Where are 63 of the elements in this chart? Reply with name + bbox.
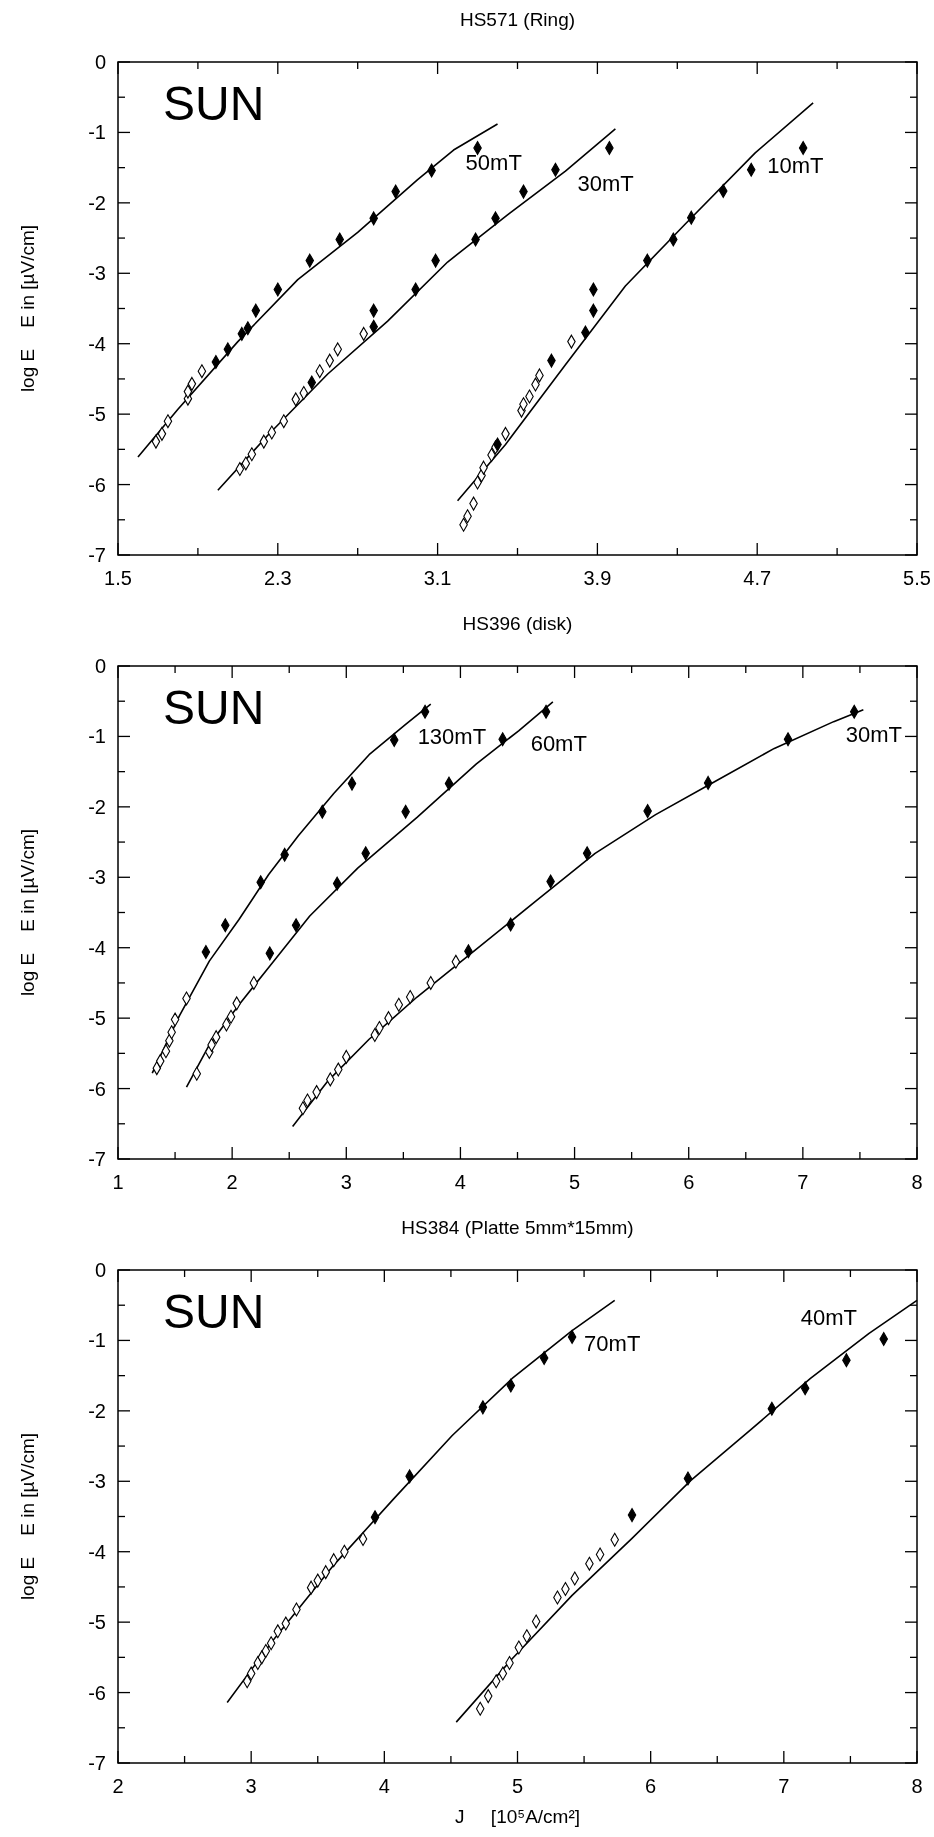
annotation: SUN: [163, 1285, 265, 1338]
x-tick-label: 4: [378, 1775, 390, 1797]
y-tick-label: -7: [88, 544, 106, 566]
x-tick-label: 4: [454, 1171, 466, 1193]
y-tick-label: -7: [88, 1148, 106, 1170]
x-tick-label: 5.5: [903, 567, 931, 589]
y-tick-label: -6: [88, 1681, 106, 1704]
y-tick-label: -5: [88, 1007, 106, 1030]
y-tick-label: -2: [88, 795, 106, 818]
series-label: 130mT: [417, 724, 487, 750]
y-tick-label: -7: [88, 1752, 106, 1774]
annotation: SUN: [163, 77, 265, 130]
y-tick-label: -3: [88, 262, 106, 285]
y-tick-label: 0: [94, 51, 106, 73]
y-tick-label: -3: [88, 866, 106, 889]
x-tick-label: 3.9: [583, 567, 612, 589]
y-tick-label: -1: [88, 1329, 106, 1352]
y-tick-label: -1: [88, 121, 106, 144]
y-tick-label: -2: [88, 1399, 106, 1422]
chart-title: HS396 (disk): [462, 613, 573, 634]
y-tick-label: -4: [88, 332, 106, 355]
chart-title: HS571 (Ring): [459, 9, 576, 30]
series-label: 50mT: [465, 150, 522, 176]
x-tick-label: 2.3: [263, 567, 292, 589]
y-tick-label: -5: [88, 403, 106, 426]
y-tick-label: -2: [88, 191, 106, 214]
x-tick-label: 7: [778, 1775, 790, 1797]
series-label: 30mT: [577, 171, 634, 197]
y-axis-title: log E E in [µV/cm]: [17, 828, 38, 997]
x-tick-label: 5: [511, 1775, 524, 1797]
x-tick-label: 8: [911, 1171, 923, 1193]
series-label: 70mT: [584, 1330, 641, 1356]
x-tick-label: 5: [569, 1171, 581, 1193]
y-axis-title: log E E in [µV/cm]: [17, 1432, 38, 1601]
x-axis-title: J [10⁵A/cm²]: [454, 1806, 581, 1827]
x-tick-label: 1.5: [104, 567, 132, 589]
y-tick-label: -1: [88, 725, 106, 748]
x-tick-label: 7: [797, 1171, 809, 1193]
x-tick-label: 3.1: [423, 567, 452, 589]
x-tick-label: 4.7: [743, 567, 772, 589]
series-label: 60mT: [530, 730, 587, 756]
y-tick-label: -6: [88, 473, 106, 496]
x-tick-label: 6: [645, 1775, 657, 1797]
y-tick-label: 0: [94, 655, 106, 677]
x-tick-label: 2: [226, 1171, 238, 1193]
x-tick-label: 6: [683, 1171, 695, 1193]
series-label: 10mT: [767, 152, 824, 178]
x-tick-label: 1: [112, 1171, 124, 1193]
y-axis-title: log E E in [µV/cm]: [17, 224, 38, 393]
y-tick-label: -3: [88, 1470, 106, 1493]
y-tick-label: -4: [88, 1540, 106, 1563]
y-tick-label: 0: [94, 1259, 106, 1281]
x-tick-label: 8: [911, 1775, 923, 1797]
x-tick-label: 2: [112, 1775, 124, 1797]
y-tick-label: -6: [88, 1077, 106, 1100]
y-tick-label: -5: [88, 1611, 106, 1634]
legend-label: 40mT: [800, 1305, 858, 1331]
legend-label: 30mT: [845, 721, 902, 747]
y-tick-label: -4: [88, 936, 106, 959]
x-tick-label: 3: [340, 1171, 352, 1193]
chart-title: HS384 (Platte 5mm*15mm): [401, 1217, 634, 1238]
annotation: SUN: [163, 681, 265, 734]
x-tick-label: 3: [245, 1775, 257, 1797]
